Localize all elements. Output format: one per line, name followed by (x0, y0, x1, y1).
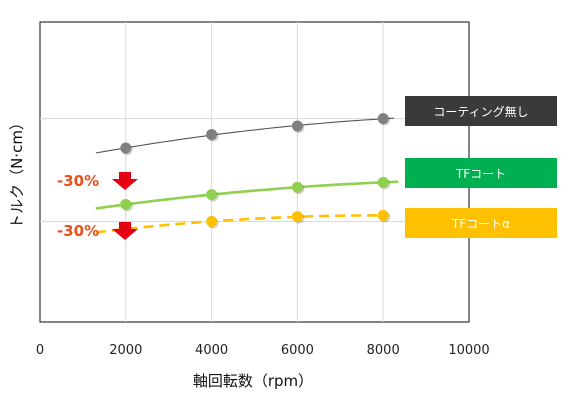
legend-label: コーティング無し (433, 104, 528, 119)
data-point (206, 216, 218, 228)
legend-label: TFコートα (451, 217, 510, 231)
x-tick-label: 0 (36, 343, 44, 358)
grid-lines (40, 22, 469, 322)
legend-box (405, 208, 557, 238)
data-point (120, 198, 132, 210)
data-point (377, 209, 389, 221)
x-tick-label: 2000 (109, 343, 142, 358)
legend: コーティング無し TFコート TFコートα (405, 96, 557, 238)
data-point (291, 211, 303, 223)
data-point (377, 176, 389, 188)
plot-area-border (39, 21, 470, 323)
x-tick-label: 4000 (195, 343, 228, 358)
series-line (95, 180, 399, 210)
x-axis-title: 軸回転数（rpm） (193, 372, 313, 390)
down-arrow-icon (112, 222, 138, 240)
data-point (291, 181, 303, 193)
down-arrow-icon (112, 172, 138, 190)
x-tick-label: 10000 (448, 343, 489, 358)
series-line (95, 117, 394, 154)
legend-box (405, 96, 557, 126)
legend-label: TFコート (455, 167, 506, 181)
y-axis-title: トルク（N·cm） (8, 115, 26, 229)
legend-box (405, 158, 557, 188)
data-point (120, 142, 132, 154)
legend-item: TFコートα (405, 208, 557, 238)
x-tick-label: 6000 (281, 343, 314, 358)
legend-item: コーティング無し (405, 96, 557, 126)
data-point (206, 189, 218, 201)
x-tick-label: 8000 (367, 343, 400, 358)
series-line (95, 214, 388, 234)
data-point (377, 113, 389, 125)
reduction-label: -30% (57, 172, 99, 190)
data-point (206, 129, 218, 141)
data-point (291, 120, 303, 132)
x-axis-ticks: 0 2000 4000 6000 8000 10000 (36, 343, 490, 358)
legend-item: TFコート (405, 158, 557, 188)
reduction-annotations: -30% -30% (57, 172, 138, 240)
reduction-label: -30% (57, 222, 99, 240)
